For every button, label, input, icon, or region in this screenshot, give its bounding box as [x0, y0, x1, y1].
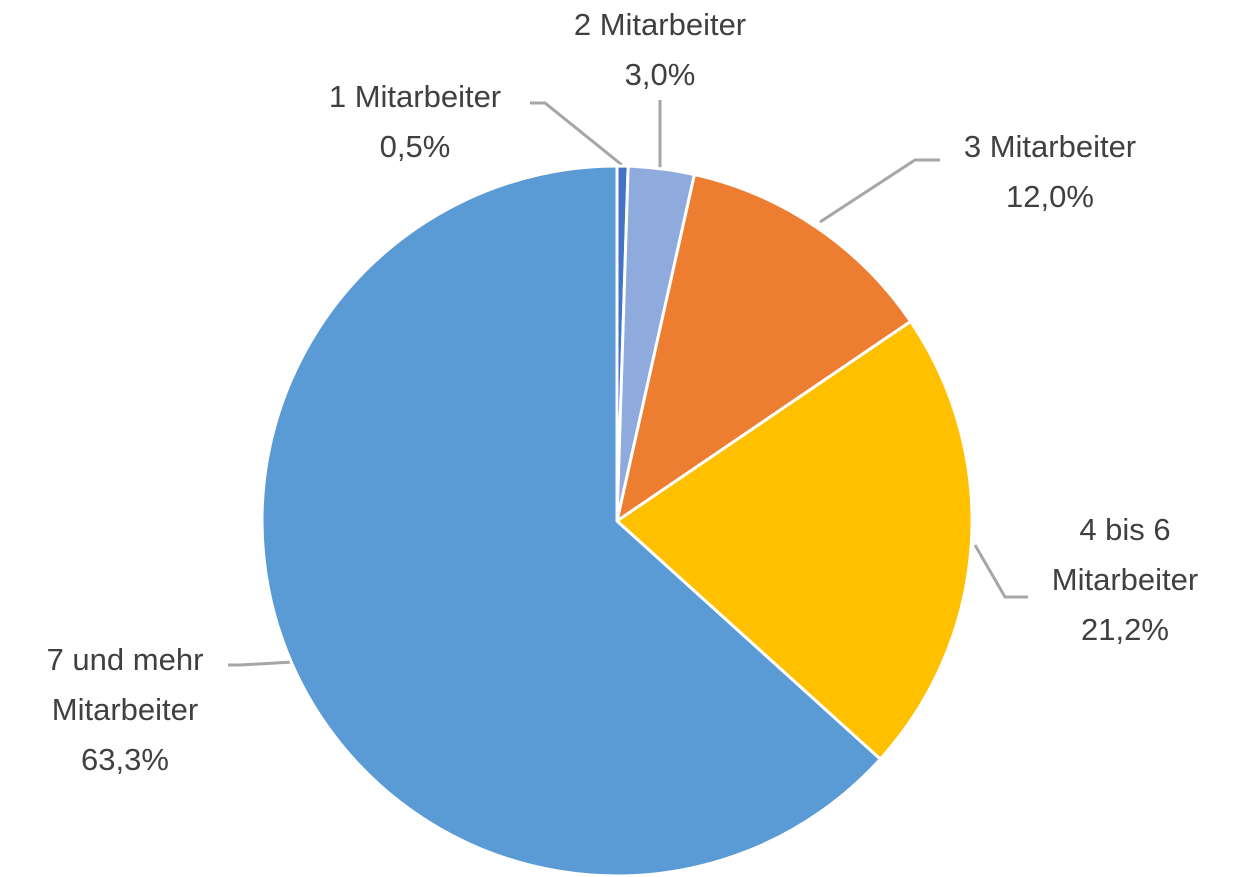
category-label: 1 Mitarbeiter: [328, 79, 502, 114]
data-label: 1 Mitarbeiter 0,5%: [280, 72, 550, 172]
data-label: 2 Mitarbeiter 3,0%: [525, 0, 795, 100]
pie-slice: [614, 319, 974, 762]
leader-line: [819, 158, 940, 224]
pie-slice: [260, 164, 883, 877]
leader-line: [973, 544, 1028, 599]
value-label: 3,0%: [624, 57, 696, 92]
leader-line: [530, 101, 623, 167]
category-label: 2 Mitarbeiter: [573, 7, 747, 42]
category-label: 3 Mitarbeiter: [963, 129, 1137, 164]
pie-slice: [614, 172, 913, 525]
category-label: 4 bis 6 Mitarbeiter: [1051, 512, 1199, 597]
category-label: 7 und mehr Mitarbeiter: [46, 642, 204, 727]
data-label: 7 und mehr Mitarbeiter 63,3%: [15, 635, 235, 785]
leader-line: [228, 660, 294, 667]
value-label: 21,2%: [1081, 612, 1169, 647]
leader-lines: [228, 100, 1028, 667]
value-label: 12,0%: [1006, 179, 1094, 214]
data-label: 3 Mitarbeiter 12,0%: [915, 122, 1185, 222]
value-label: 0,5%: [379, 129, 451, 164]
data-label: 4 bis 6 Mitarbeiter 21,2%: [1020, 505, 1230, 655]
value-label: 63,3%: [81, 742, 169, 777]
